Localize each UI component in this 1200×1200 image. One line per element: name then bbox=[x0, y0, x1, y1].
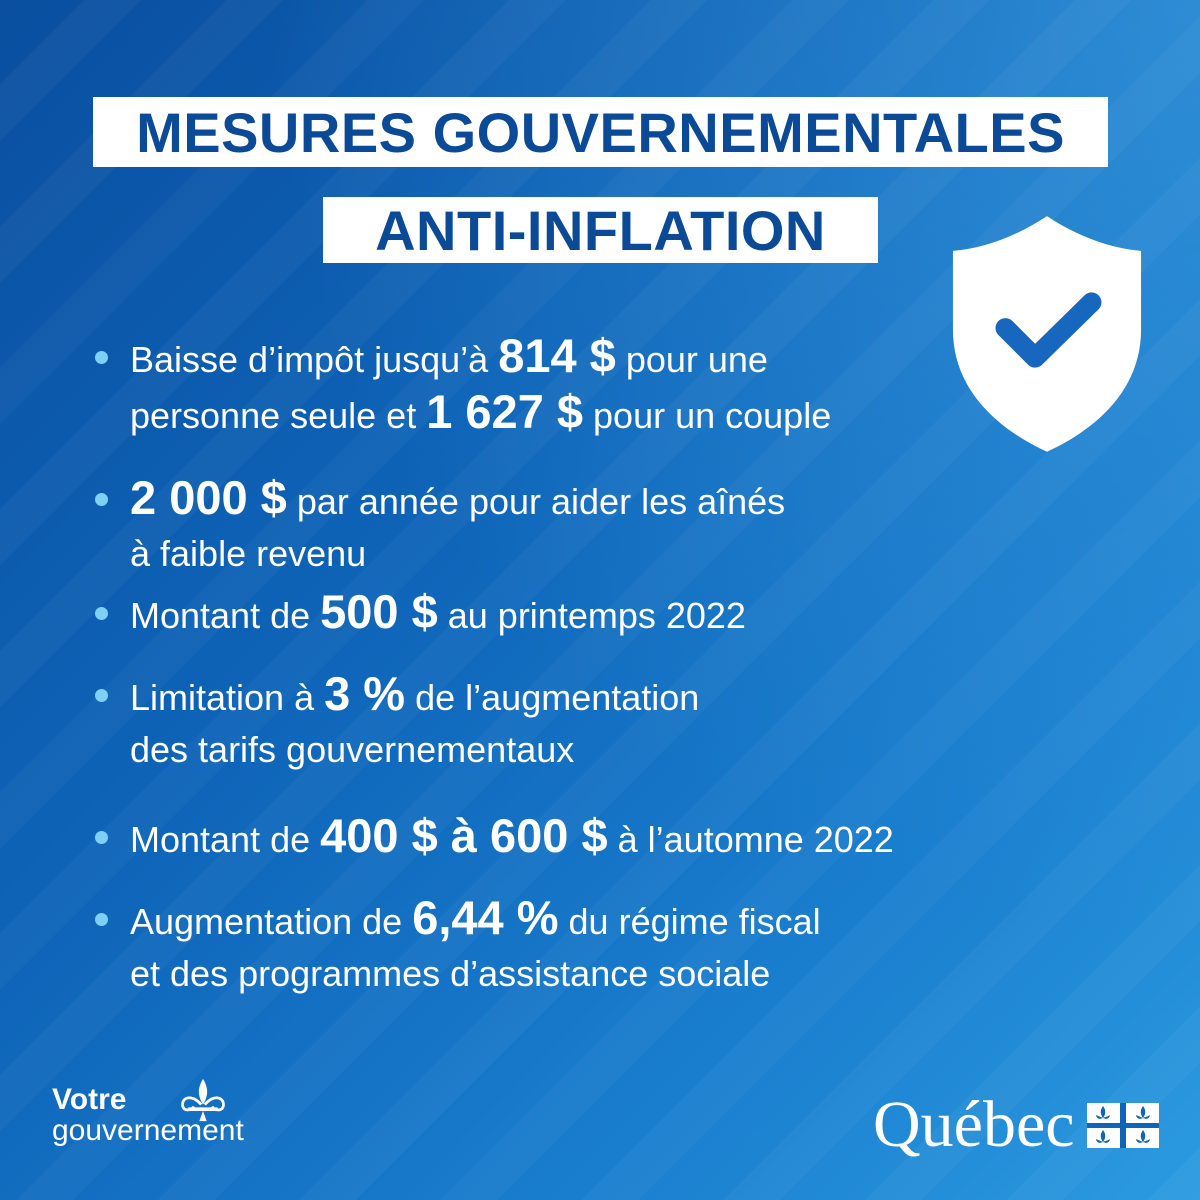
highlight-amount: 2 000 $ bbox=[130, 471, 287, 524]
logo-votre: Votre bbox=[52, 1083, 127, 1116]
list-item-text: Limitation à 3 % de l’augmentation des ta… bbox=[130, 668, 1075, 776]
highlight-amount: 3 % bbox=[324, 667, 406, 720]
text-segment: des tarifs gouvernementaux bbox=[130, 729, 575, 770]
text-segment: à l’automne 2022 bbox=[607, 819, 894, 860]
text-segment: Augmentation de bbox=[130, 901, 413, 942]
bullet-icon bbox=[95, 831, 108, 844]
text-segment: au printemps 2022 bbox=[437, 595, 746, 636]
list-item-text: 2 000 $ par année pour aider les aînés à … bbox=[130, 472, 1075, 580]
highlight-amount: 814 $ bbox=[498, 329, 616, 382]
highlight-amount: 6,44 % bbox=[412, 891, 559, 944]
text-segment: du régime fiscal bbox=[558, 901, 821, 942]
list-item: 2 000 $ par année pour aider les aînés à … bbox=[95, 472, 1075, 580]
list-item-text: Montant de 500 $ au printemps 2022 bbox=[130, 586, 1075, 642]
bullet-icon bbox=[95, 689, 108, 702]
list-item-text: Augmentation de 6,44 % du régime fiscal e… bbox=[130, 892, 1075, 1000]
title-line-2: ANTI-INFLATION bbox=[323, 197, 878, 263]
votre-gouvernement-logo: Votre gouvernement bbox=[52, 1078, 244, 1147]
list-item: Baisse d’impôt jusqu’à 814 $ pour une per… bbox=[95, 330, 1075, 442]
text-segment: Montant de bbox=[130, 595, 321, 636]
bullet-icon bbox=[95, 351, 108, 364]
list-item: Montant de 500 $ au printemps 2022 bbox=[95, 586, 1075, 642]
list-item: Limitation à 3 % de l’augmentation des ta… bbox=[95, 668, 1075, 776]
text-segment: Limitation à bbox=[130, 677, 325, 718]
logo-gouvernement: gouvernement bbox=[52, 1114, 244, 1147]
highlight-amount: 400 $ à 600 $ bbox=[320, 809, 608, 862]
text-segment: Baisse d’impôt jusqu’à bbox=[130, 339, 499, 380]
text-segment: personne seule et bbox=[130, 395, 427, 436]
fleur-de-lis-icon bbox=[181, 1078, 225, 1122]
shield-check-icon bbox=[952, 216, 1142, 452]
list-item: Augmentation de 6,44 % du régime fiscal e… bbox=[95, 892, 1075, 1000]
highlight-amount: 1 627 $ bbox=[426, 385, 584, 438]
text-segment: pour un couple bbox=[583, 395, 832, 436]
quebec-wordmark: Québec bbox=[873, 1088, 1075, 1161]
text-segment: Montant de bbox=[130, 819, 321, 860]
bullet-icon bbox=[95, 913, 108, 926]
list-item-text: Montant de 400 $ à 600 $ à l’automne 202… bbox=[130, 810, 1075, 866]
bullet-icon bbox=[95, 607, 108, 620]
bullet-icon bbox=[95, 493, 108, 506]
text-segment: et des programmes d’assistance sociale bbox=[130, 953, 771, 994]
list-item: Montant de 400 $ à 600 $ à l’automne 202… bbox=[95, 810, 1075, 866]
highlight-amount: 500 $ bbox=[320, 585, 438, 638]
text-segment: pour une bbox=[615, 339, 768, 380]
text-segment: à faible revenu bbox=[130, 533, 367, 574]
title-line-1: MESURES GOUVERNEMENTALES bbox=[93, 97, 1108, 167]
text-segment: de l’augmentation bbox=[405, 677, 700, 718]
quebec-flag-icon bbox=[1087, 1103, 1159, 1148]
list-item-text: Baisse d’impôt jusqu’à 814 $ pour une per… bbox=[130, 330, 1075, 442]
text-segment: par année pour aider les aînés bbox=[286, 481, 786, 522]
